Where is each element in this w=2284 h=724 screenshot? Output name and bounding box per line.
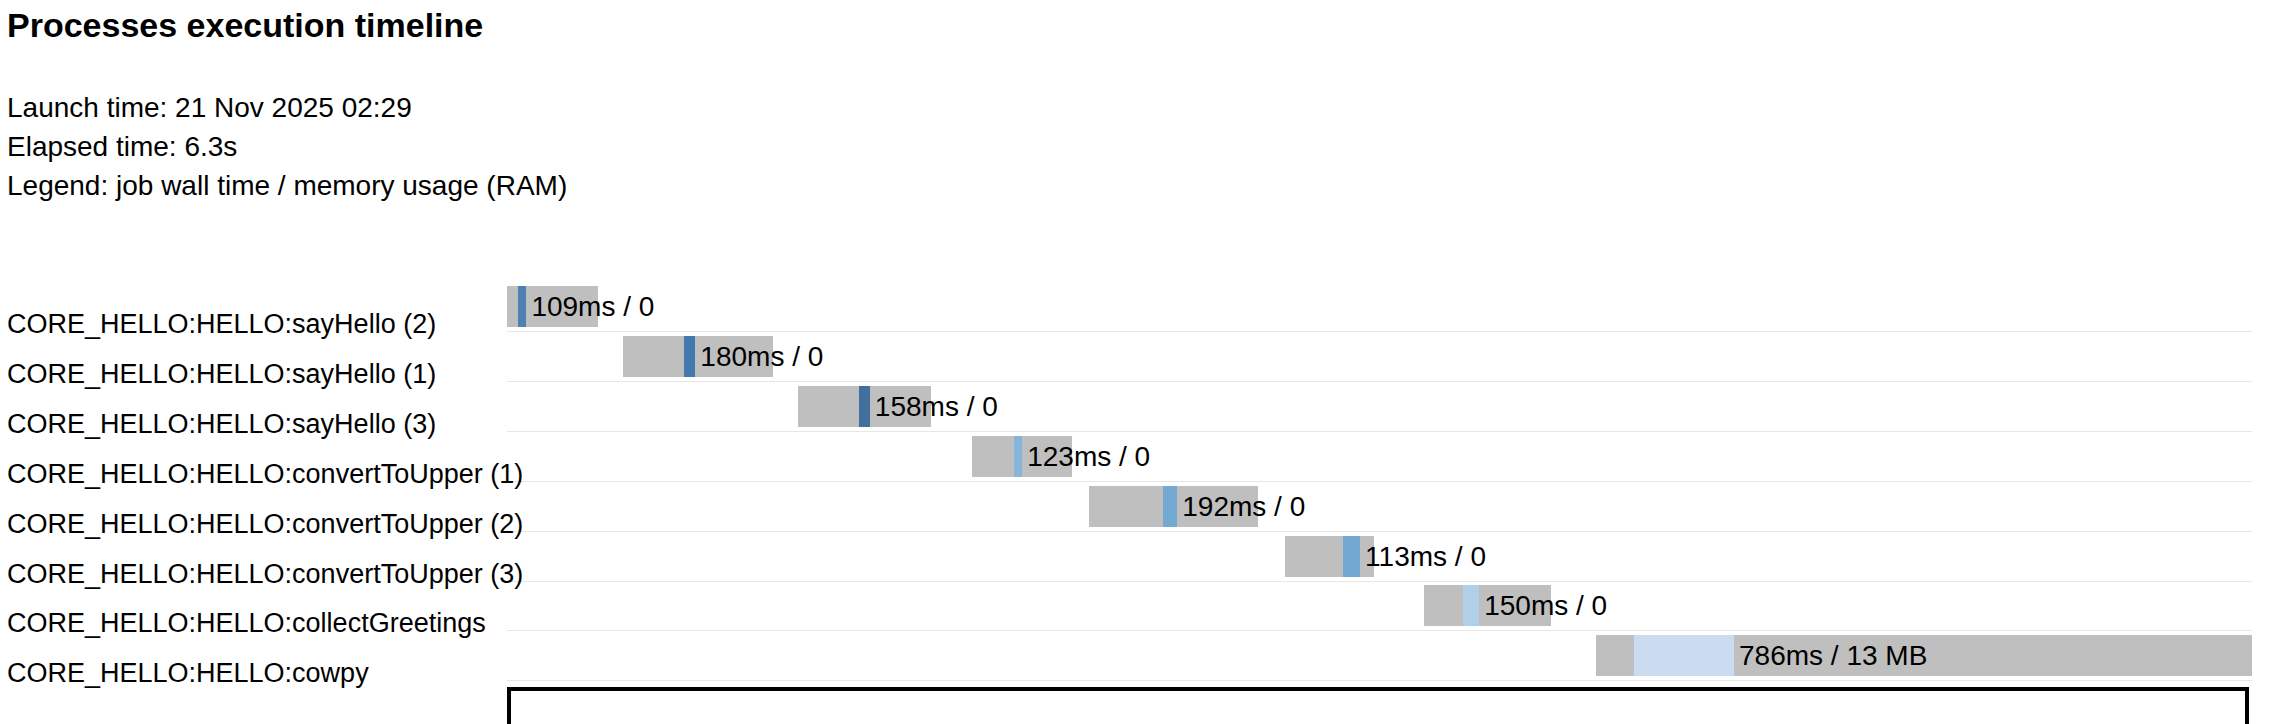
task-value-label: 180ms / 0	[700, 336, 823, 377]
task-value-label: 150ms / 0	[1484, 585, 1607, 626]
task-run-segment	[1463, 585, 1480, 626]
elapsed-time-text: Elapsed time: 6.3s	[7, 127, 567, 166]
task-run-segment	[859, 386, 870, 427]
timeline-row: CORE_HELLO:HELLO:cowpy786ms / 13 MB	[0, 631, 2284, 681]
timeline-row: CORE_HELLO:HELLO:sayHello (2)109ms / 0	[0, 282, 2284, 332]
task-bar	[1285, 536, 1374, 577]
legend-text: Legend: job wall time / memory usage (RA…	[7, 166, 567, 205]
task-run-segment	[1634, 635, 1734, 676]
task-run-segment	[518, 286, 526, 327]
timeline-row: CORE_HELLO:HELLO:sayHello (3)158ms / 0	[0, 382, 2284, 432]
task-value-label: 192ms / 0	[1182, 486, 1305, 527]
timeline-row: CORE_HELLO:HELLO:convertToUpper (1)123ms…	[0, 432, 2284, 482]
timeline-row: CORE_HELLO:HELLO:convertToUpper (3)113ms…	[0, 532, 2284, 582]
timeline-row: CORE_HELLO:HELLO:collectGreetings150ms /…	[0, 581, 2284, 631]
task-run-segment	[684, 336, 695, 377]
row-separator-line	[507, 680, 2252, 681]
report-header: Processes execution timeline	[7, 6, 483, 45]
task-value-label: 109ms / 0	[531, 286, 654, 327]
task-value-label: 113ms / 0	[1365, 536, 1486, 577]
task-value-label: 123ms / 0	[1027, 436, 1150, 477]
task-value-label: 786ms / 13 MB	[1739, 635, 1927, 676]
process-label: CORE_HELLO:HELLO:cowpy	[7, 657, 369, 689]
task-run-segment	[1163, 486, 1177, 527]
task-run-segment	[1014, 436, 1022, 477]
task-value-label: 158ms / 0	[875, 386, 998, 427]
timeline-row: CORE_HELLO:HELLO:convertToUpper (2)192ms…	[0, 482, 2284, 532]
timeline-row: CORE_HELLO:HELLO:sayHello (1)180ms / 0	[0, 332, 2284, 382]
launch-time-text: Launch time: 21 Nov 2025 02:29	[7, 88, 567, 127]
page-title: Processes execution timeline	[7, 6, 483, 45]
task-run-segment	[1343, 536, 1360, 577]
bottom-panel	[507, 687, 2249, 724]
run-metadata: Launch time: 21 Nov 2025 02:29 Elapsed t…	[7, 88, 567, 205]
